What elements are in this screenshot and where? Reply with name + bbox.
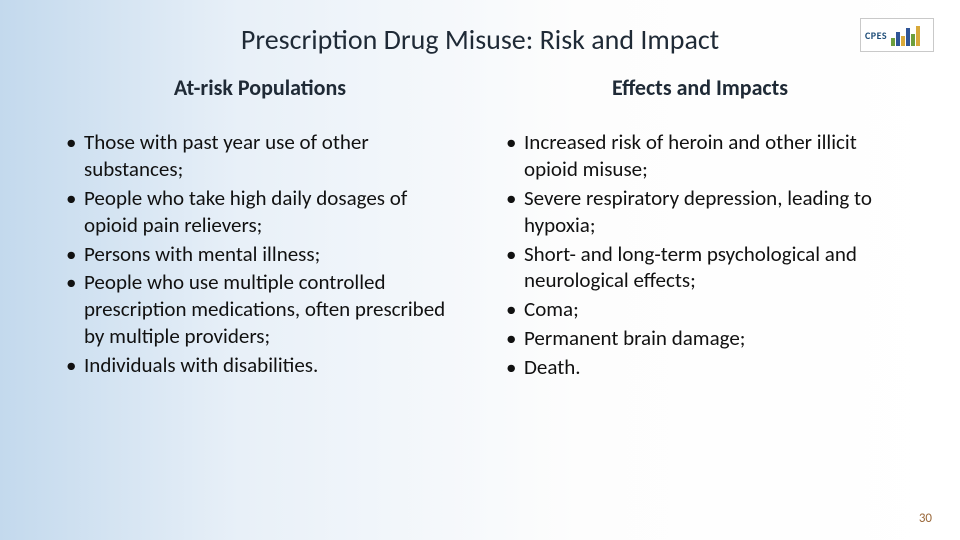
list-item: Coma; (506, 296, 900, 323)
list-item: Those with past year use of other substa… (66, 129, 460, 183)
right-column: Effects and Impacts Increased risk of he… (500, 74, 900, 383)
slide: Prescription Drug Misuse: Risk and Impac… (0, 0, 960, 540)
list-item: Death. (506, 354, 900, 381)
left-column: At-risk Populations Those with past year… (60, 74, 460, 383)
logo-bar (906, 28, 910, 46)
logo: CPES (860, 18, 934, 52)
logo-bar (916, 26, 920, 46)
logo-bars-icon (891, 24, 920, 46)
logo-text: CPES (865, 29, 887, 42)
left-list: Those with past year use of other substa… (60, 129, 460, 379)
list-item: Individuals with disabilities. (66, 352, 460, 379)
list-item: People who take high daily dosages of op… (66, 185, 460, 239)
slide-title: Prescription Drug Misuse: Risk and Impac… (0, 22, 960, 57)
left-heading: At-risk Populations (60, 74, 460, 101)
list-item: Short- and long-term psychological and n… (506, 241, 900, 295)
list-item: People who use multiple controlled presc… (66, 269, 460, 350)
list-item: Severe respiratory depression, leading t… (506, 185, 900, 239)
right-heading: Effects and Impacts (500, 74, 900, 101)
list-item: Permanent brain damage; (506, 325, 900, 352)
logo-bar (901, 36, 905, 46)
logo-bar (891, 38, 895, 46)
list-item: Persons with mental illness; (66, 241, 460, 268)
page-number: 30 (919, 511, 932, 526)
logo-bar (896, 32, 900, 46)
logo-bar (911, 34, 915, 46)
right-list: Increased risk of heroin and other illic… (500, 129, 900, 381)
columns: At-risk Populations Those with past year… (60, 74, 900, 383)
list-item: Increased risk of heroin and other illic… (506, 129, 900, 183)
